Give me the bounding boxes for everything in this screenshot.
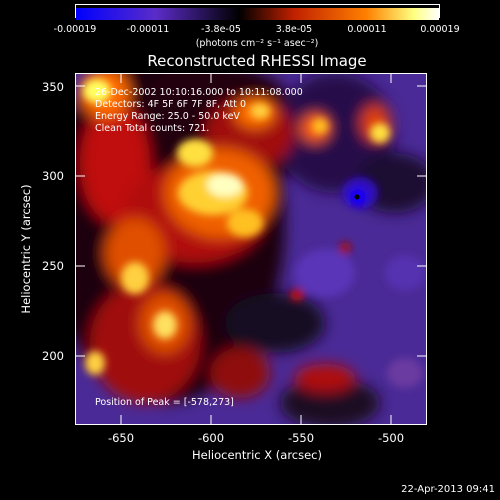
peak-marker [354, 194, 360, 200]
x-tick-label: -550 [287, 431, 315, 445]
rhessi-image [75, 73, 427, 425]
colorbar-tick-label: 0.00019 [420, 24, 460, 35]
x-tick-label: -600 [197, 431, 225, 445]
colorbar-units: (photons cm⁻² s⁻¹ asec⁻²) [195, 38, 319, 49]
annotation-time-range: 26-Dec-2002 10:10:16.000 to 10:11:08.000 [95, 87, 303, 98]
y-axis-label: Heliocentric Y (arcsec) [19, 184, 33, 314]
y-tick-label: 350 [42, 80, 64, 94]
colorbar-tick-label: -0.00019 [53, 24, 97, 35]
colorbar-tick-label: 3.8e-05 [275, 24, 313, 35]
image-title: Reconstructed RHESSI Image [147, 52, 367, 70]
annotation-energy-range: Energy Range: 25.0 - 50.0 keV [95, 111, 240, 122]
timestamp-footer: 22-Apr-2013 09:41 [401, 484, 495, 495]
annotation-clean-counts: Clean Total counts: 721. [95, 123, 210, 134]
colorbar-tick-label: -0.00011 [126, 24, 170, 35]
colorbar-tick-label: -3.8e-05 [201, 24, 241, 35]
annotation-detectors: Detectors: 4F 5F 6F 7F 8F, Att 0 [95, 99, 247, 110]
x-axis-label: Heliocentric X (arcsec) [192, 448, 322, 462]
x-tick-label: -500 [377, 431, 405, 445]
y-tick-label: 300 [42, 169, 64, 183]
colorbar-gradient [76, 8, 439, 20]
colorbar-tick-label: 0.00011 [347, 24, 387, 35]
colorbar [75, 4, 440, 20]
annotation-peak-position: Position of Peak = [-578,273] [95, 397, 234, 408]
x-tick-label: -650 [107, 431, 135, 445]
y-tick-label: 200 [42, 349, 64, 363]
rhessi-image-canvas [75, 73, 427, 425]
y-tick-label: 250 [42, 259, 64, 273]
